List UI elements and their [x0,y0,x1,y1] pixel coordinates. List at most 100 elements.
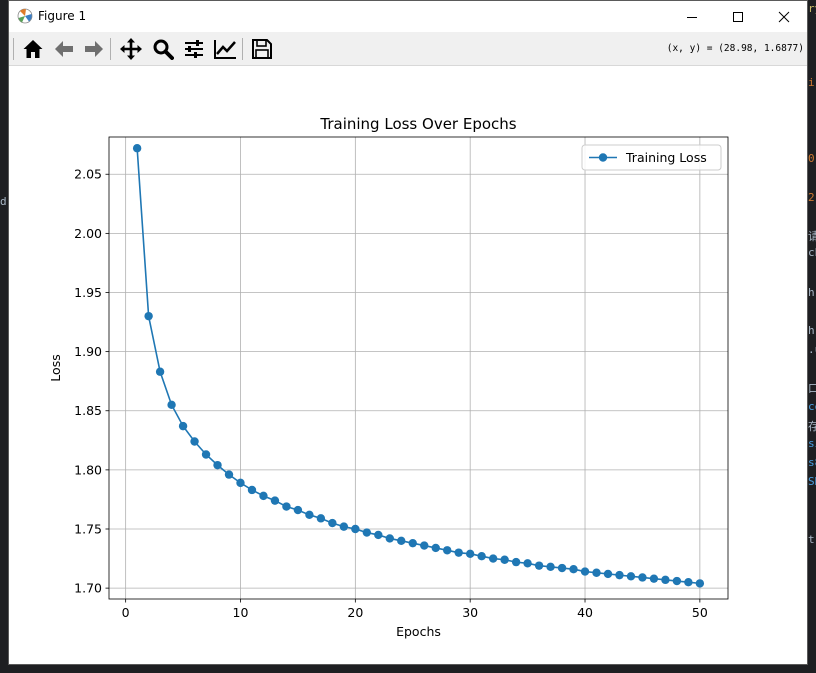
data-point [132,144,142,153]
x-tick-label: 20 [347,605,363,620]
figure-window: Figure 1 [8,0,808,665]
data-point [270,496,280,505]
data-point [328,518,337,528]
forward-button[interactable] [81,36,107,62]
background-editor-fragment: d [0,195,7,208]
zoom-button[interactable] [150,36,176,62]
data-point [465,549,475,559]
data-point [557,563,567,573]
edit-axis-icon [214,40,236,59]
home-icon [23,40,43,58]
toolbar-separator [242,38,243,60]
legend-box [581,144,722,171]
data-point [488,554,498,563]
data-point [638,573,647,582]
data-point [695,579,705,588]
data-point [201,450,211,459]
edit-axis-button[interactable] [212,36,238,62]
data-point [305,510,314,520]
data-point [672,576,682,586]
y-tick-label: 2.00 [74,226,102,241]
data-point [454,548,463,557]
minimize-icon [687,16,697,18]
title-bar: Figure 1 [9,1,807,32]
data-point [178,421,188,431]
toolbar-separator [13,38,14,60]
data-point [155,367,165,376]
data-point [316,514,326,523]
y-tick-label: 1.90 [74,344,102,359]
data-point [385,534,394,543]
data-point [661,575,670,585]
data-point [603,569,613,579]
x-tick-label: 0 [122,605,130,620]
line-chart: 0 10 20 30 40 50 1.70 1.75 1.80 1.85 1.90 1.95 2.00 2… [48,115,729,639]
legend-marker [598,153,608,162]
data-point [408,538,417,548]
data-point [190,437,199,446]
pan-icon [120,38,142,60]
zoom-icon [153,39,174,60]
save-button[interactable] [249,36,275,62]
y-tick-label: 1.80 [74,462,102,477]
data-point [443,546,452,555]
window-title: Figure 1 [38,9,87,23]
y-tick-label: 1.95 [74,285,102,300]
back-arrow-icon [55,41,73,57]
y-tick-label: 1.75 [74,521,102,536]
data-point [626,572,636,581]
data-point [374,530,383,540]
data-point [649,574,659,583]
y-tick-label: 1.85 [74,403,102,418]
data-point [500,555,509,564]
data-point [546,562,555,572]
data-point [236,478,245,488]
maximize-icon [733,11,743,22]
back-button[interactable] [51,36,77,62]
data-point [431,543,440,553]
minimize-button[interactable] [669,1,715,32]
save-icon [252,39,272,59]
data-point [569,565,578,574]
y-tick-label: 2.05 [74,167,102,182]
data-point [362,528,372,537]
data-point [397,536,406,546]
data-point [259,491,268,501]
data-point [420,541,429,550]
data-point [684,578,693,587]
data-point [580,567,590,576]
data-point [523,559,532,568]
x-tick-label: 30 [462,605,478,620]
data-point [167,400,176,410]
maximize-button[interactable] [715,1,761,32]
data-point [511,557,521,567]
data-point [293,505,303,515]
data-point [282,502,291,511]
configure-subplots-icon [185,40,203,58]
x-tick-label: 40 [577,605,593,620]
figure-canvas[interactable]: 0 10 20 30 40 50 1.70 1.75 1.80 1.85 1.90 1.95 2.00 2… [9,66,807,664]
data-point [213,460,222,470]
cursor-coordinates: (x, y) = (28.98, 1.6877) [666,43,804,54]
matplotlib-icon [17,8,33,24]
data-point [477,551,486,561]
background-editor-strip: ry ir 01 2 请 ch h. h. .u 口 ce 存 si s8 SD… [808,0,816,673]
pan-button[interactable] [118,36,144,62]
toolbar-separator [110,38,111,60]
data-point [615,570,624,580]
chart-title: Training Loss Over Epochs [319,115,516,133]
data-point [351,524,360,534]
close-button[interactable] [761,1,807,32]
configure-subplots-button[interactable] [181,36,207,62]
y-tick-label: 1.70 [74,581,102,596]
data-point [534,561,544,570]
plot-frame [108,136,729,600]
x-axis-label: Epochs [396,624,441,639]
data-point [144,311,153,321]
x-tick-label: 50 [692,605,708,620]
x-tick-label: 10 [233,605,249,620]
navigation-toolbar: (x, y) = (28.98, 1.6877) [9,32,807,66]
y-axis-label: Loss [48,354,63,381]
home-button[interactable] [20,36,46,62]
legend-label: Training Loss [625,150,707,165]
